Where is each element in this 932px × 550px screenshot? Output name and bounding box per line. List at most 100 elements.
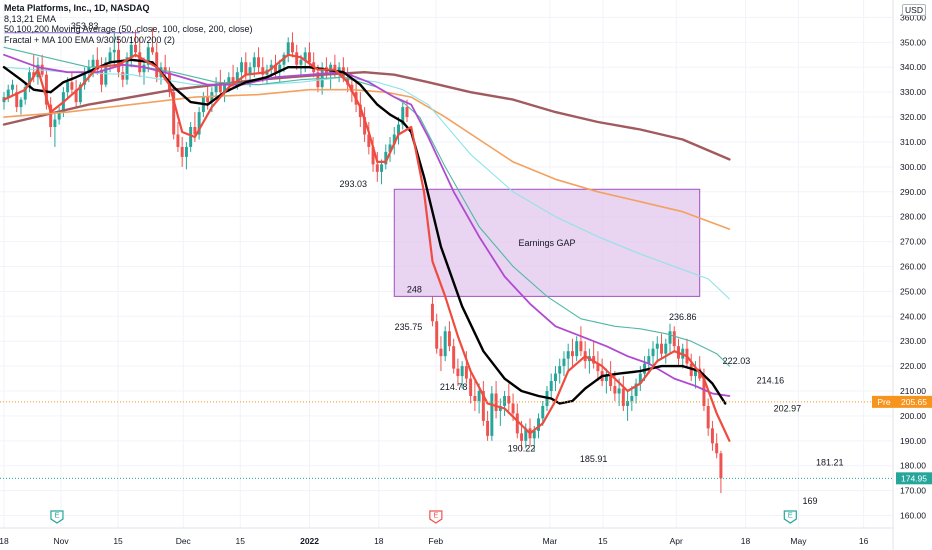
price-tick-label: 190.00 bbox=[900, 436, 926, 446]
candle-body bbox=[176, 134, 180, 147]
pre-price-tag bbox=[896, 395, 932, 408]
price-tick-label: 360.00 bbox=[900, 12, 926, 22]
candle-body bbox=[108, 52, 112, 63]
time-axis[interactable]: 18 Nov 15 Dec 15 2022 18 Feb Mar 15 Apr 18 May 16 bbox=[0, 527, 893, 546]
candle-body bbox=[193, 127, 197, 135]
candle-body bbox=[706, 405, 710, 429]
candle-body bbox=[227, 77, 231, 85]
ema8-line bbox=[2, 53, 731, 442]
candle-body bbox=[19, 99, 23, 108]
candle-body bbox=[672, 331, 676, 347]
price-annotation: 235.75 bbox=[395, 322, 423, 332]
candle-body bbox=[464, 366, 468, 379]
price-tick-label: 220.00 bbox=[900, 361, 926, 371]
candle-body bbox=[553, 373, 557, 382]
candle-body bbox=[150, 47, 154, 53]
candle-body bbox=[240, 62, 244, 73]
candle-body bbox=[129, 44, 133, 58]
candle-body bbox=[392, 134, 396, 145]
candle-body bbox=[439, 348, 443, 357]
candle-body bbox=[10, 84, 14, 90]
candle-body bbox=[235, 72, 239, 83]
candle-body bbox=[112, 49, 116, 53]
candle-body bbox=[710, 428, 714, 444]
time-tick-label: Dec bbox=[176, 536, 192, 546]
price-annotation: 214.16 bbox=[757, 376, 785, 386]
time-tick-label: 15 bbox=[113, 536, 123, 546]
time-tick-label: 18 bbox=[741, 536, 751, 546]
candle-body bbox=[473, 396, 477, 401]
earnings-marker-label: E bbox=[788, 511, 793, 520]
candle-body bbox=[180, 146, 184, 157]
candle-body bbox=[515, 413, 519, 434]
ema-study-label[interactable]: 8,13,21 EMA bbox=[4, 13, 57, 24]
candle-body bbox=[401, 107, 405, 125]
candle-body bbox=[74, 89, 78, 103]
candle-body bbox=[384, 151, 388, 165]
fractal-study-label[interactable]: Fractal + MA 100 EMA 9/30/50/100/200 (2) bbox=[4, 34, 175, 45]
symbol-title[interactable]: Meta Platforms, Inc., 1D, NASDAQ bbox=[4, 3, 150, 13]
earnings-marker-label: E bbox=[54, 511, 59, 520]
candle-body bbox=[617, 388, 621, 394]
candle-body bbox=[248, 67, 252, 75]
price-tick-label: 350.00 bbox=[900, 37, 926, 47]
price-annotation: 202.97 bbox=[774, 404, 802, 414]
price-tick-label: 160.00 bbox=[900, 511, 926, 521]
last-price-tag bbox=[896, 472, 932, 485]
price-annotation: 185.91 bbox=[580, 454, 608, 464]
candle-body bbox=[303, 52, 307, 60]
candle-body bbox=[95, 59, 99, 70]
candle-body bbox=[125, 57, 129, 80]
ema200-line bbox=[3, 66, 730, 300]
candle-body bbox=[460, 366, 464, 377]
candle-body bbox=[87, 67, 91, 73]
candle-body bbox=[57, 112, 61, 120]
currency-button[interactable]: USD bbox=[902, 4, 926, 16]
candle-body bbox=[634, 383, 638, 396]
candle-body bbox=[83, 72, 87, 85]
candle-body bbox=[630, 396, 634, 401]
candle-body bbox=[337, 67, 341, 73]
time-tick-label: 2022 bbox=[300, 536, 319, 546]
candle-body bbox=[541, 405, 545, 419]
candle-body bbox=[299, 59, 303, 65]
candle-body bbox=[6, 89, 10, 98]
price-annotation: 190.22 bbox=[508, 443, 536, 453]
candle-body bbox=[274, 64, 277, 73]
last-price-text: 174.95 bbox=[901, 473, 927, 483]
candle-body bbox=[214, 84, 218, 93]
candle-body bbox=[570, 351, 574, 357]
price-tick-label: 240.00 bbox=[900, 311, 926, 321]
candle-body bbox=[503, 396, 507, 406]
price-tick-label: 280.00 bbox=[900, 212, 926, 222]
candle-body bbox=[231, 77, 235, 83]
price-axis[interactable]: 160.00 170.00 180.00 190.00 200.00 210.00 220.… bbox=[872, 0, 932, 550]
time-tick-label: 15 bbox=[236, 536, 246, 546]
candle-body bbox=[562, 358, 566, 367]
candle-body bbox=[494, 393, 498, 411]
candle-body bbox=[660, 343, 664, 354]
candle-body bbox=[142, 64, 146, 73]
candle-body bbox=[626, 400, 630, 406]
candle-body bbox=[244, 62, 248, 75]
candle-body bbox=[452, 346, 456, 369]
candle-body bbox=[566, 351, 570, 359]
candle-body bbox=[367, 134, 371, 147]
candle-body bbox=[172, 92, 176, 135]
candle-body bbox=[15, 92, 19, 108]
candle-body bbox=[269, 64, 273, 70]
candle-body bbox=[447, 331, 451, 347]
price-tick-label: 250.00 bbox=[900, 286, 926, 296]
candle-body bbox=[252, 57, 256, 68]
price-tick-label: 210.00 bbox=[900, 386, 926, 396]
candle-body bbox=[27, 72, 31, 88]
candle-body bbox=[261, 67, 265, 75]
candle-body bbox=[469, 378, 473, 396]
price-tick-label: 330.00 bbox=[900, 87, 926, 97]
price-annotation: 222.03 bbox=[723, 356, 751, 366]
moving-average-lines bbox=[2, 46, 731, 442]
candle-body bbox=[23, 87, 27, 100]
ma-study-label[interactable]: 50,100,200 Moving Average (50, close, 10… bbox=[4, 24, 253, 34]
candle-body bbox=[443, 331, 447, 357]
